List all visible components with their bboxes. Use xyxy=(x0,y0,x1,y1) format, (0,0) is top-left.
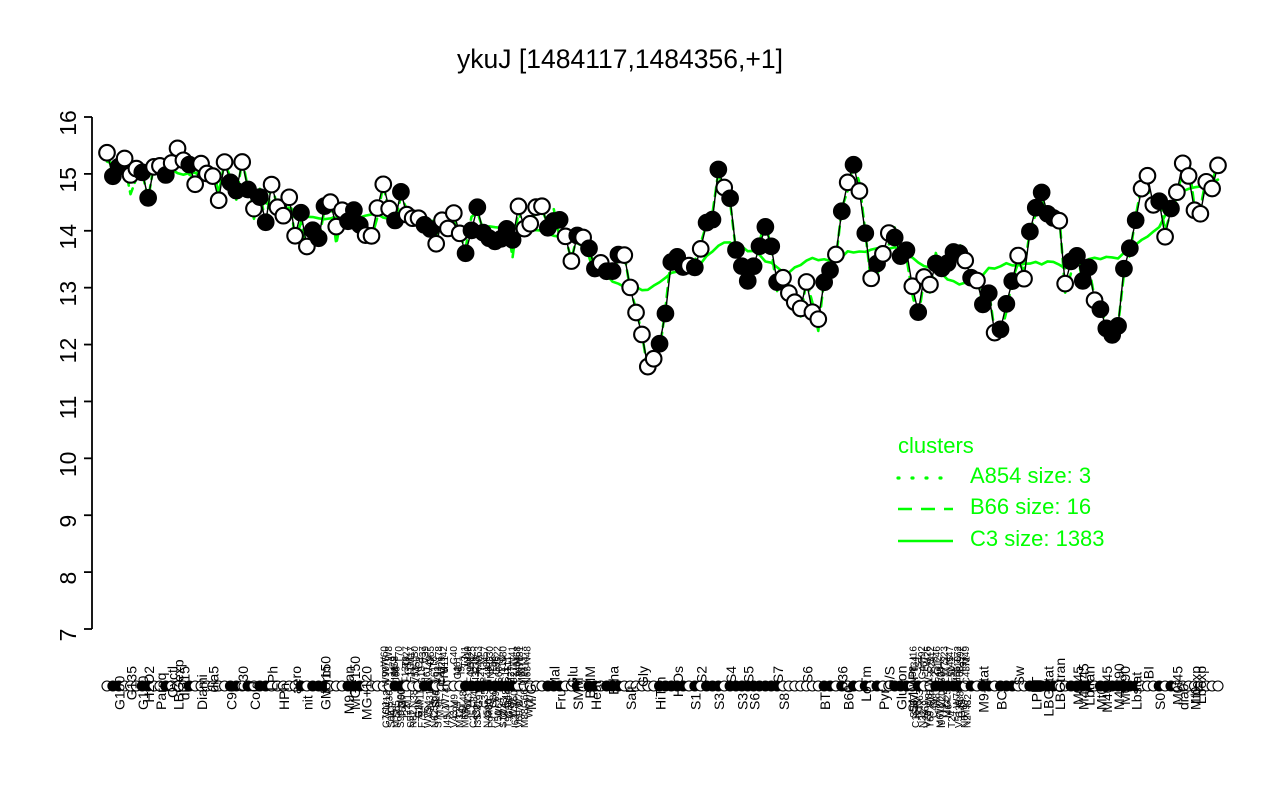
svg-text:S4: S4 xyxy=(723,666,739,683)
svg-text:MG+120: MG+120 xyxy=(359,666,375,720)
svg-text:GM+150: GM+150 xyxy=(317,656,333,710)
svg-text:M9-stat: M9-stat xyxy=(976,666,992,713)
svg-text:Heat: Heat xyxy=(588,680,604,710)
svg-text:7: 7 xyxy=(55,629,81,642)
svg-text:S0: S0 xyxy=(1152,693,1168,710)
svg-text:Etha: Etha xyxy=(605,666,621,695)
svg-text:LoTm: LoTm xyxy=(858,666,874,702)
svg-text:LBGtran: LBGtran xyxy=(1052,658,1068,710)
svg-text:S6: S6 xyxy=(799,666,815,683)
svg-text:HiTm: HiTm xyxy=(652,677,668,710)
svg-text:S5: S5 xyxy=(741,666,757,683)
svg-text:BT: BT xyxy=(817,692,833,710)
svg-text:Sw: Sw xyxy=(1011,665,1027,685)
svg-text:M88: M88 xyxy=(520,708,531,728)
svg-text:N2: N2 xyxy=(963,715,974,728)
svg-text:Cold: Cold xyxy=(247,681,263,710)
svg-text:S6: S6 xyxy=(747,693,763,710)
svg-text:S7: S7 xyxy=(770,666,786,683)
svg-text:Mal: Mal xyxy=(547,666,563,689)
svg-text:16: 16 xyxy=(55,110,81,136)
svg-text:8: 8 xyxy=(55,572,81,585)
svg-text:BI: BI xyxy=(1140,666,1156,679)
svg-text:15: 15 xyxy=(55,167,81,193)
svg-text:HiOs: HiOs xyxy=(670,666,686,697)
svg-text:dia15: dia15 xyxy=(176,666,192,700)
svg-text:Gly: Gly xyxy=(635,666,651,687)
svg-text:A854 size: 3: A854 size: 3 xyxy=(970,463,1091,488)
svg-text:14: 14 xyxy=(55,224,81,250)
svg-text:N48: N48 xyxy=(522,646,533,665)
svg-text:C3 size: 1383: C3 size: 1383 xyxy=(970,526,1105,551)
svg-text:S1: S1 xyxy=(688,693,704,710)
svg-text:Pyr: Pyr xyxy=(876,689,892,710)
svg-text:Fru: Fru xyxy=(553,689,569,710)
svg-text:10: 10 xyxy=(55,452,81,478)
svg-text:C40: C40 xyxy=(449,646,460,665)
svg-text:nit: nit xyxy=(300,695,316,710)
svg-text:13: 13 xyxy=(55,281,81,307)
svg-text:clusters: clusters xyxy=(898,433,974,458)
svg-text:BC: BC xyxy=(993,691,1009,710)
svg-text:S3: S3 xyxy=(711,693,727,710)
svg-text:B66 size: 16: B66 size: 16 xyxy=(970,494,1091,519)
svg-text:S2: S2 xyxy=(694,666,710,683)
svg-text:ykuJ [1484117,1484356,+1]: ykuJ [1484117,1484356,+1] xyxy=(457,44,783,74)
svg-text:12: 12 xyxy=(55,338,81,364)
svg-text:Salt: Salt xyxy=(623,686,639,710)
svg-text:9: 9 xyxy=(55,515,81,528)
svg-text:aero: aero xyxy=(288,666,304,694)
svg-text:M49: M49 xyxy=(961,646,972,666)
svg-text:Lbexp: Lbexp xyxy=(1193,666,1209,704)
svg-text:11: 11 xyxy=(55,395,81,419)
svg-text:M97: M97 xyxy=(961,698,972,718)
svg-text:B60: B60 xyxy=(841,685,857,710)
svg-text:dia5: dia5 xyxy=(206,666,222,693)
svg-text:S8: S8 xyxy=(776,693,792,710)
